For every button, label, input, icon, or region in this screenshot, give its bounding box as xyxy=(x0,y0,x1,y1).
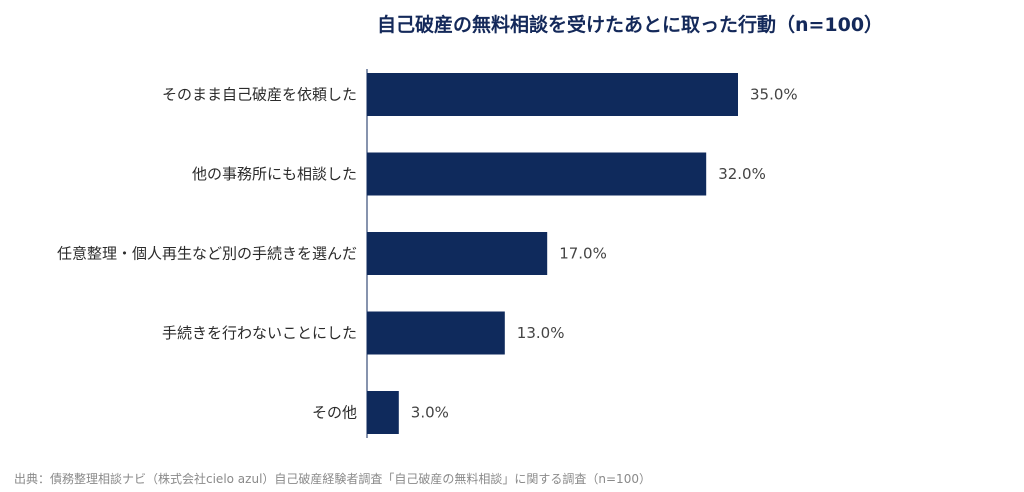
value-label: 13.0% xyxy=(517,324,565,342)
value-label: 3.0% xyxy=(411,404,449,422)
category-label: 手続きを行わないことにした xyxy=(162,324,357,342)
value-label: 17.0% xyxy=(559,245,607,263)
bar xyxy=(367,73,738,116)
bar xyxy=(367,232,548,275)
category-label: 任意整理・個人再生など別の手続きを選んだ xyxy=(57,245,357,263)
chart-title: 自己破産の無料相談を受けたあとに取った行動（n=100） xyxy=(376,14,884,36)
category-label: その他 xyxy=(312,404,357,422)
bar xyxy=(367,152,707,196)
category-label: 他の事務所にも相談した xyxy=(192,165,357,183)
value-label: 32.0% xyxy=(718,165,766,183)
category-label: そのまま自己破産を依頼した xyxy=(162,86,357,104)
bar xyxy=(367,391,399,434)
value-label: 35.0% xyxy=(750,86,798,104)
bar-chart: そのまま自己破産を依頼した 35.0% 他の事務所にも相談した 32.0% 任意整理・個… xyxy=(57,69,798,438)
bar xyxy=(367,311,505,355)
source-note: 出典：債務整理相談ナビ（株式会社cielo azul）自己破産経験者調査「自己破… xyxy=(14,472,651,486)
